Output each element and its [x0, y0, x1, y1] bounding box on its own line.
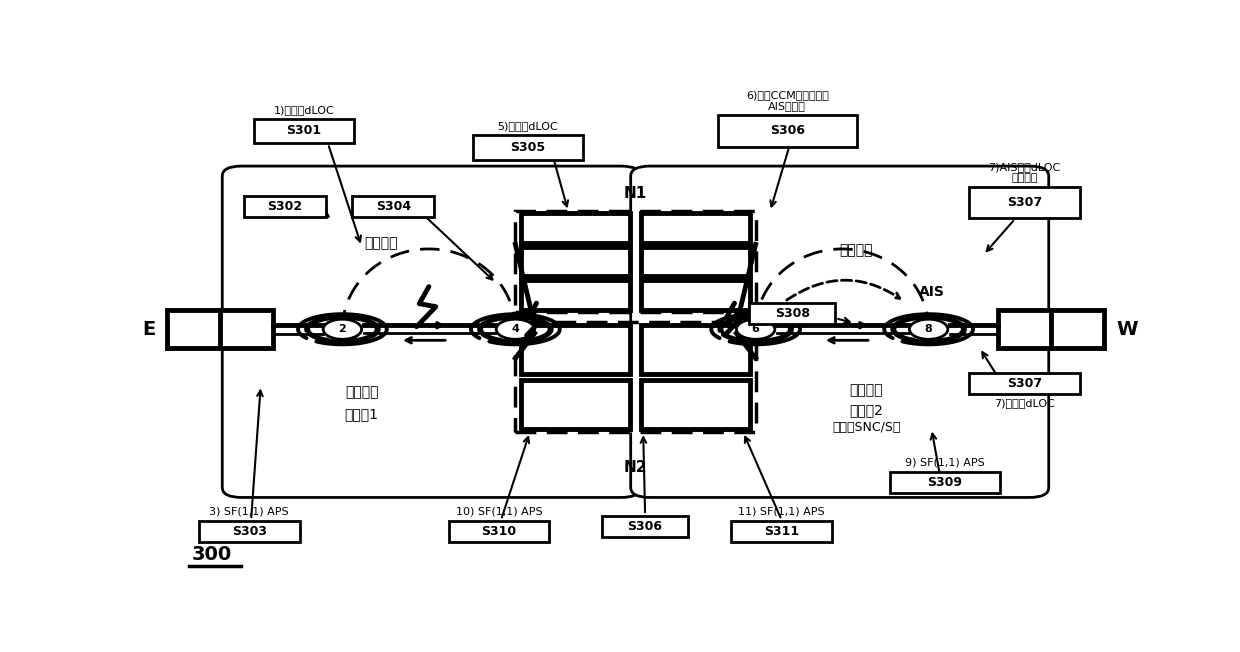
Text: S302: S302	[267, 200, 303, 213]
Text: AIS: AIS	[919, 285, 945, 299]
Bar	[521, 280, 630, 310]
Bar	[472, 136, 583, 160]
Text: 工作路径: 工作路径	[839, 243, 873, 257]
Circle shape	[737, 319, 775, 339]
Bar	[641, 380, 750, 429]
Bar	[521, 380, 630, 429]
Bar	[244, 196, 326, 217]
Text: S304: S304	[376, 200, 410, 213]
Text: S307: S307	[1007, 377, 1043, 390]
Bar	[521, 325, 630, 374]
Text: S305: S305	[511, 141, 546, 154]
Text: 保护路径: 保护路径	[849, 383, 883, 398]
Text: S306: S306	[770, 125, 805, 138]
Text: W: W	[1116, 319, 1137, 339]
Text: S307: S307	[1007, 196, 1043, 209]
Text: N2: N2	[624, 460, 647, 475]
Text: 工作路径: 工作路径	[365, 236, 398, 250]
Text: S309: S309	[928, 476, 962, 489]
Text: 7)AIS抑制dLOC
告警报告: 7)AIS抑制dLOC 告警报告	[988, 162, 1061, 183]
Text: 8: 8	[925, 324, 932, 334]
Text: 11) SF(1,1) APS: 11) SF(1,1) APS	[738, 507, 825, 516]
Bar	[732, 520, 832, 542]
Text: （使用SNC/S）: （使用SNC/S）	[832, 421, 900, 434]
Bar	[516, 211, 755, 312]
Text: 9) SF(1,1) APS: 9) SF(1,1) APS	[905, 458, 985, 468]
Bar	[253, 119, 355, 143]
Text: S311: S311	[764, 525, 799, 538]
Circle shape	[324, 319, 362, 339]
Text: 保护域1: 保护域1	[345, 408, 378, 422]
Text: 10) SF(1,1) APS: 10) SF(1,1) APS	[456, 507, 542, 516]
Text: S301: S301	[286, 125, 321, 138]
Bar	[601, 516, 688, 537]
Bar	[449, 520, 549, 542]
Bar	[198, 520, 300, 542]
Text: 5)检测到dLOC: 5)检测到dLOC	[497, 121, 558, 132]
Circle shape	[496, 319, 534, 339]
Bar	[641, 325, 750, 374]
Bar	[641, 280, 750, 310]
Bar	[970, 187, 1080, 218]
Bar	[998, 310, 1104, 348]
FancyBboxPatch shape	[631, 166, 1049, 497]
Bar	[516, 321, 755, 432]
Text: 保护域2: 保护域2	[849, 404, 883, 417]
Text: S306: S306	[627, 520, 662, 533]
Text: 2: 2	[339, 324, 346, 334]
Text: 4: 4	[511, 324, 520, 334]
Text: 7)检测到dLOC: 7)检测到dLOC	[994, 398, 1055, 408]
Text: N1: N1	[624, 186, 647, 201]
Bar	[167, 310, 273, 348]
Text: 300: 300	[191, 545, 232, 564]
Bar	[749, 303, 836, 324]
Bar	[641, 213, 750, 243]
Bar	[521, 246, 630, 276]
Text: 3) SF(1,1) APS: 3) SF(1,1) APS	[210, 507, 289, 516]
Bar	[718, 115, 857, 147]
Text: S310: S310	[481, 525, 517, 538]
Text: S308: S308	[775, 306, 810, 319]
Text: 保护路径: 保护路径	[345, 385, 378, 399]
Bar	[889, 472, 1001, 493]
Bar	[352, 196, 434, 217]
FancyBboxPatch shape	[222, 166, 640, 497]
Text: E: E	[141, 319, 155, 339]
Circle shape	[909, 319, 947, 339]
Text: 1)检测到dLOC: 1)检测到dLOC	[274, 105, 335, 115]
Bar	[521, 213, 630, 243]
Bar	[970, 373, 1080, 394]
Bar	[641, 246, 750, 276]
Text: 6: 6	[751, 324, 760, 334]
Text: 6)停止CCM传输并开始
AIS帧传输: 6)停止CCM传输并开始 AIS帧传输	[746, 90, 828, 111]
Text: S303: S303	[232, 525, 267, 538]
